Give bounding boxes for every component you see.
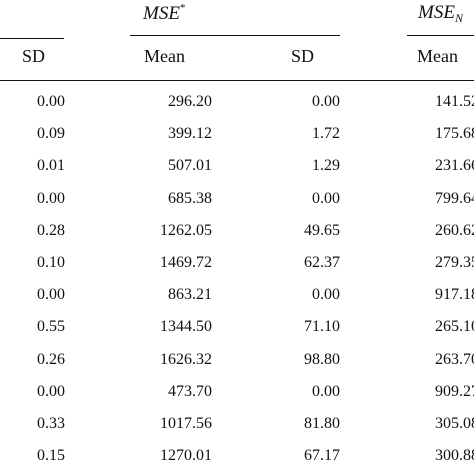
cell-mean: 1270.01 — [160, 447, 212, 465]
cell-mean-right: 263.70 — [435, 350, 474, 368]
cell-mean: 399.12 — [168, 125, 212, 143]
cell-mean-right: 260.62 — [435, 221, 474, 239]
cell-mean-right: 231.66 — [435, 157, 474, 175]
cell-sd: 1.72 — [312, 125, 340, 143]
cell-mean: 1469.72 — [160, 254, 212, 271]
cell-mean-right: 141.52 — [435, 93, 474, 110]
cell-mean-right: 917.18 — [435, 286, 474, 304]
left-header-rule — [0, 38, 64, 40]
cell-mean-right: 175.68 — [435, 125, 474, 143]
cell-sd: 81.80 — [304, 415, 340, 432]
cell-sd-left: 0.15 — [37, 447, 65, 465]
subheader-sd: SD — [291, 46, 315, 66]
cell-mean: 1626.32 — [160, 350, 212, 368]
cell-sd-left: 0.26 — [37, 350, 65, 368]
cell-sd: 0.00 — [312, 382, 340, 400]
mse-star-header: MSE* — [143, 2, 185, 25]
cell-mean-right: 799.64 — [435, 189, 474, 207]
cell-sd-left: 0.10 — [37, 254, 65, 271]
cell-sd-left: 0.33 — [37, 415, 65, 432]
cell-mean-right: 279.35 — [435, 254, 474, 271]
cell-sd: 67.17 — [304, 447, 340, 465]
cell-mean: 1017.56 — [160, 415, 212, 432]
cell-sd-left: 0.00 — [37, 189, 65, 207]
cell-sd: 62.37 — [304, 254, 340, 271]
mse-n-label: MSE — [418, 2, 455, 23]
cell-mean: 1344.50 — [160, 318, 212, 336]
cell-mean: 507.01 — [168, 157, 212, 175]
cell-sd-left: 0.28 — [37, 221, 65, 239]
cell-sd: 1.29 — [312, 157, 340, 175]
cell-mean: 296.20 — [168, 93, 212, 110]
subheader-sd-left: SD — [22, 46, 46, 66]
cell-sd: 98.80 — [304, 350, 340, 368]
cell-mean: 685.38 — [168, 189, 212, 207]
cell-sd-left: 0.00 — [37, 382, 65, 400]
cell-mean-right: 265.10 — [435, 318, 474, 336]
subheader-mean: Mean — [144, 46, 185, 66]
mse-star-label: MSE — [143, 3, 180, 24]
cell-mean-right: 300.88 — [435, 447, 474, 465]
mse-star-superscript: * — [179, 2, 186, 14]
cell-sd-left: 0.00 — [37, 286, 65, 304]
cell-mean: 1262.05 — [160, 221, 212, 239]
mse-n-subscript: N — [454, 11, 463, 25]
cell-sd-left: 0.09 — [37, 125, 65, 143]
mse-n-underline — [407, 35, 474, 37]
cell-sd: 0.00 — [312, 189, 340, 207]
cell-sd: 0.00 — [312, 286, 340, 304]
mse-star-underline — [130, 35, 340, 37]
cell-sd: 49.65 — [304, 221, 340, 239]
cell-sd-left: 0.01 — [37, 157, 65, 175]
mse-n-header: MSEN — [418, 2, 463, 26]
cell-sd: 0.00 — [312, 93, 340, 110]
cell-sd: 71.10 — [304, 318, 340, 336]
subheader-mean-right: Mean — [417, 46, 458, 66]
cell-sd-left: 0.55 — [37, 318, 65, 336]
cell-sd-left: 0.00 — [37, 93, 65, 110]
cell-mean-right: 909.27 — [435, 382, 474, 400]
subheader-rule — [0, 80, 474, 82]
cell-mean: 473.70 — [168, 382, 212, 400]
cell-mean: 863.21 — [168, 286, 212, 304]
cell-mean-right: 305.08 — [435, 415, 474, 432]
